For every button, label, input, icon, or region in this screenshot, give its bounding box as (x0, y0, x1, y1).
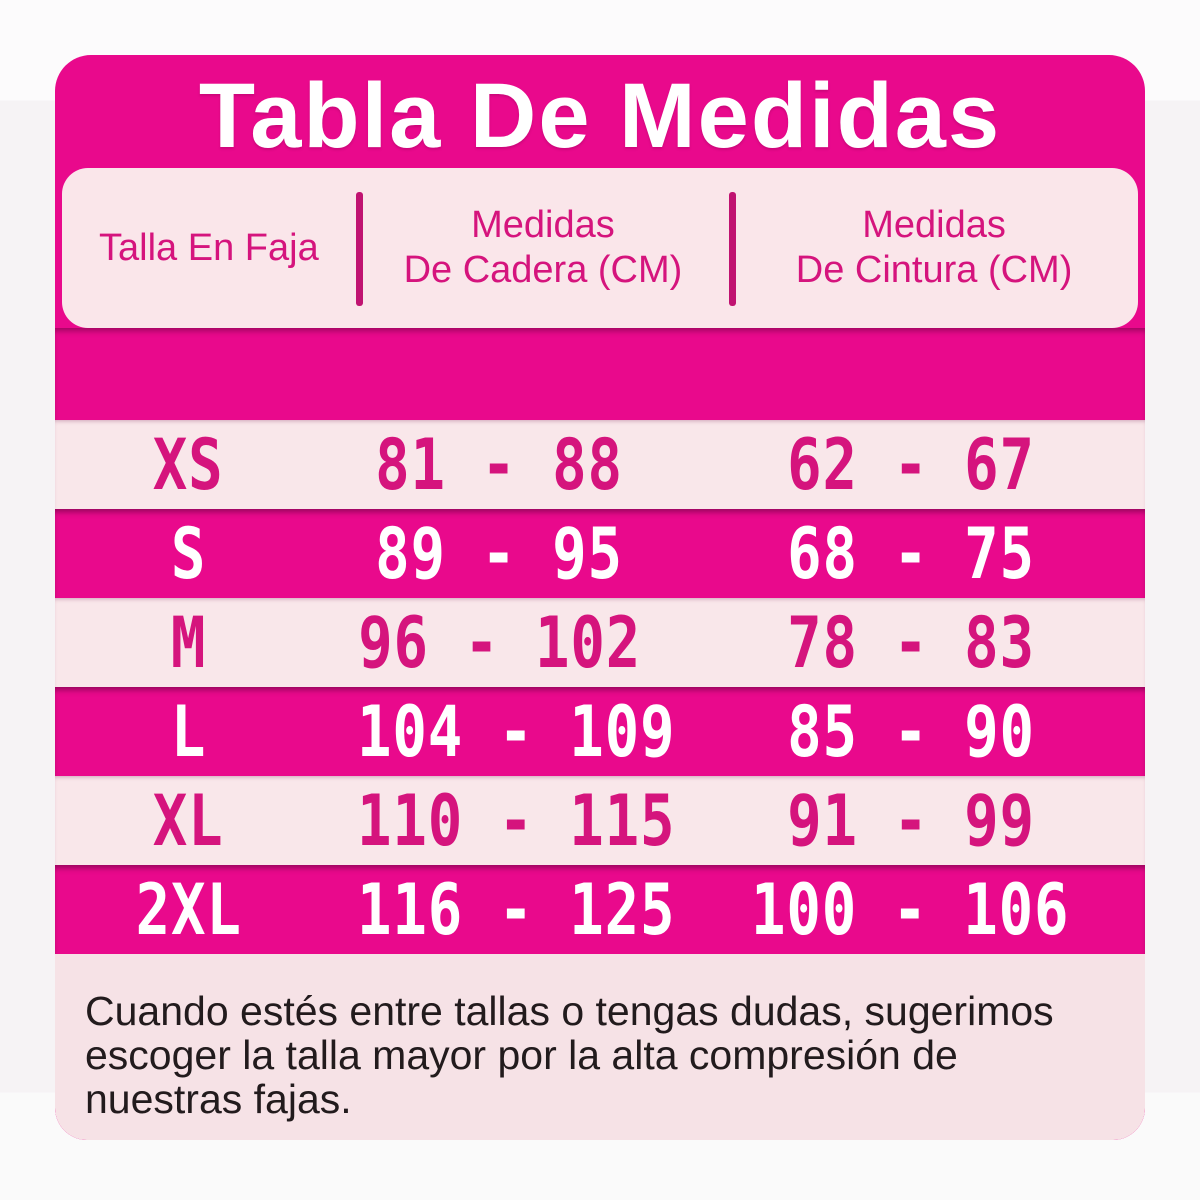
header-label: De Cadera (CM) (403, 249, 683, 291)
table-row-m: M 96 - 102 78 - 83 (55, 598, 1145, 687)
size-chart-card: Tabla De Medidas Talla En Faja Medidas D… (55, 55, 1145, 1140)
cell-cintura: 91 - 99 (786, 779, 1035, 862)
cell-size: XL (153, 779, 224, 862)
cell-cintura: 78 - 83 (786, 601, 1035, 684)
chart-title-bar: Tabla De Medidas (55, 55, 1145, 168)
header-medidas-cadera: Medidas De Cadera (CM) (356, 203, 730, 293)
cell-cadera: 81 - 88 (375, 423, 623, 506)
column-divider (355, 192, 363, 306)
cell-size: L (170, 690, 207, 773)
cell-cintura: 100 - 106 (751, 868, 1070, 951)
chart-title: Tabla De Medidas (198, 65, 1002, 167)
sizing-note-line: escoger la talla mayor por la alta compr… (85, 1031, 958, 1078)
magenta-spacer-band (55, 328, 1145, 420)
cell-cintura: 62 - 67 (786, 423, 1035, 506)
sizing-note-line: Cuando estés entre tallas o tengas dudas… (85, 988, 1054, 1034)
table-row-xs: XS 81 - 88 62 - 67 (55, 420, 1145, 509)
sizing-note: Cuando estés entre tallas o tengas dudas… (55, 954, 1145, 1140)
table-row-xl: XL 110 - 115 91 - 99 (55, 776, 1145, 865)
column-divider (729, 192, 737, 306)
header-label: Medidas (471, 204, 615, 247)
table-row-2xl: 2XL 116 - 125 100 - 106 (55, 865, 1145, 954)
cell-size: S (170, 512, 207, 595)
header-label: Talla En Faja (99, 226, 319, 269)
table-row-s: S 89 - 95 68 - 75 (55, 509, 1145, 598)
cell-cintura: 68 - 75 (786, 512, 1035, 595)
header-medidas-cintura: Medidas De Cintura (CM) (730, 203, 1138, 293)
header-label: Medidas (862, 204, 1006, 247)
cell-cadera: 96 - 102 (357, 601, 641, 684)
cell-cadera: 89 - 95 (375, 512, 623, 595)
cell-size: XS (153, 423, 224, 506)
cell-size: 2XL (135, 868, 242, 951)
cell-cadera: 104 - 109 (356, 690, 676, 773)
table-row-l: L 104 - 109 85 - 90 (55, 687, 1145, 776)
header-label: De Cintura (CM) (795, 249, 1073, 291)
cell-cadera: 116 - 125 (356, 868, 676, 951)
cell-size: M (170, 601, 207, 684)
table-header: Talla En Faja Medidas De Cadera (CM) Med… (62, 168, 1138, 328)
header-talla-en-faja: Talla En Faja (62, 226, 356, 271)
sizing-note-line: nuestras fajas. (85, 1075, 352, 1122)
cell-cadera: 110 - 115 (356, 779, 676, 862)
cell-cintura: 85 - 90 (786, 690, 1035, 773)
